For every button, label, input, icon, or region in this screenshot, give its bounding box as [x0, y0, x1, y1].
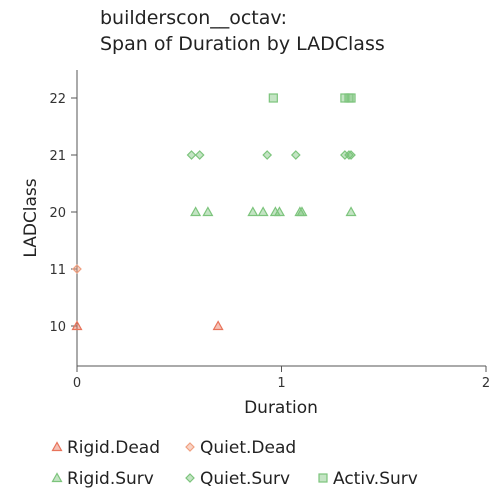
data-points — [71, 93, 357, 331]
y-tick-label: 20 — [49, 206, 66, 221]
point-rigid-surv — [345, 206, 357, 217]
y-axis-label: LADClass — [21, 178, 41, 257]
legend-marker-rigid-dead — [51, 441, 63, 452]
x-tick-label: 0 — [73, 376, 81, 391]
legend-label-activ-surv: Activ.Surv — [333, 469, 418, 489]
chart-title-line-1: builderscon__octav: — [100, 7, 287, 29]
point-quiet-surv — [262, 150, 273, 160]
y-tick-label: 11 — [49, 263, 66, 278]
point-rigid-surv — [296, 206, 308, 217]
point-rigid-surv — [257, 206, 269, 217]
legend-marker-quiet-dead — [185, 442, 195, 452]
point-activ-surv — [346, 93, 356, 103]
point-rigid-surv — [202, 206, 214, 217]
axes: 0 1 2 10 11 20 21 22 — [49, 70, 490, 391]
legend-label-rigid-surv: Rigid.Surv — [67, 469, 154, 489]
point-rigid-surv — [190, 206, 202, 217]
point-rigid-dead — [212, 320, 224, 331]
point-activ-surv — [268, 93, 278, 103]
y-tick-label: 21 — [49, 149, 66, 164]
point-quiet-dead — [72, 264, 82, 274]
legend-label-quiet-surv: Quiet.Surv — [200, 469, 290, 489]
point-quiet-surv — [346, 150, 356, 160]
point-quiet-surv — [194, 150, 205, 160]
legend: Rigid.Dead Quiet.Dead Rigid.Surv Quiet.Surv… — [51, 438, 418, 489]
x-tick-label: 1 — [277, 376, 285, 391]
y-tick-label: 22 — [49, 92, 66, 107]
x-axis-label: Duration — [244, 398, 318, 418]
legend-marker-quiet-surv — [185, 473, 195, 483]
point-rigid-surv — [247, 206, 259, 217]
point-rigid-dead — [71, 320, 83, 331]
point-quiet-surv — [344, 150, 354, 160]
legend-label-rigid-dead: Rigid.Dead — [67, 438, 160, 458]
chart-title-line-2: Span of Duration by LADClass — [100, 33, 385, 55]
legend-label-quiet-dead: Quiet.Dead — [200, 438, 296, 458]
point-quiet-surv — [290, 150, 301, 160]
y-tick-label: 10 — [49, 320, 66, 335]
point-rigid-surv — [273, 206, 285, 217]
legend-marker-rigid-surv — [51, 472, 63, 483]
point-quiet-surv — [186, 150, 197, 160]
x-tick-label: 2 — [482, 376, 490, 391]
legend-marker-activ-surv — [318, 473, 328, 483]
